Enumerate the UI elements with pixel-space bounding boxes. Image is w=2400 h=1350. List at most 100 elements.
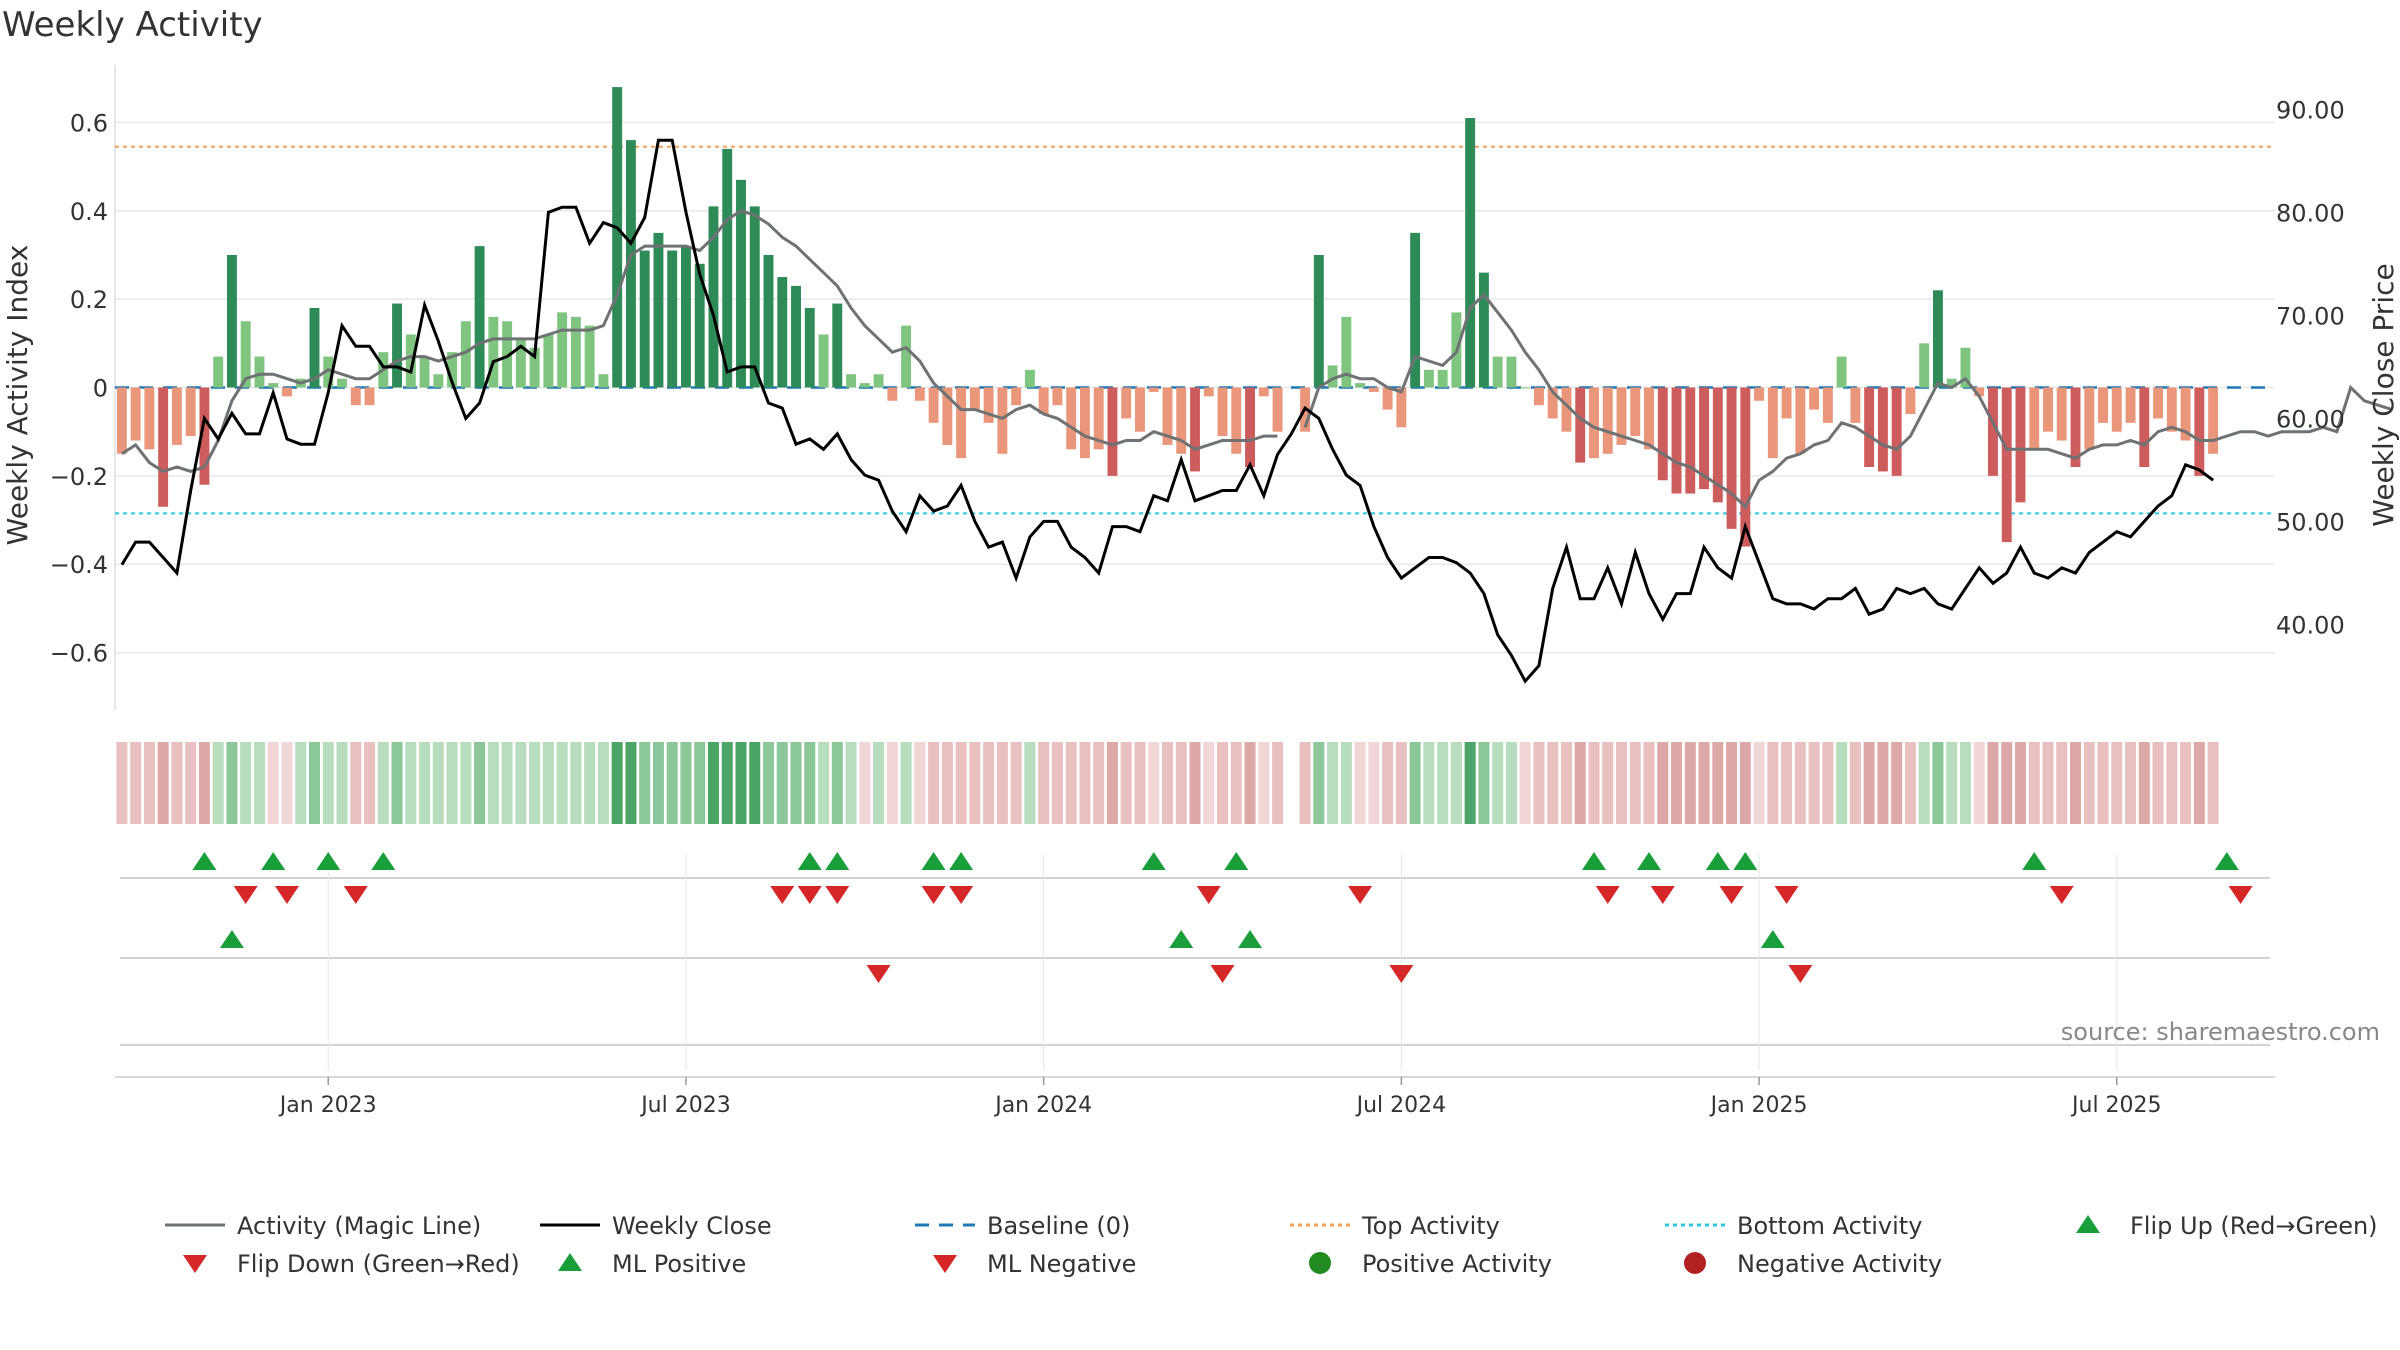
heat-cell [1038,742,1050,824]
activity-bar [804,307,815,388]
heat-cell [1464,742,1476,824]
heat-cell [542,742,554,824]
heat-cell [1148,742,1160,824]
activity-bar [515,338,526,388]
heat-cell [1726,742,1738,824]
ml-positive-marker [1760,930,1785,948]
heat-cell [1230,742,1242,824]
heat-cell [1368,742,1380,824]
heat-cell [969,742,981,824]
heat-cell [996,742,1008,824]
heat-cell [295,742,307,824]
activity-bar [2153,387,2164,419]
activity-bar [1644,387,1654,450]
heat-cell [1849,742,1861,824]
legend-label: Baseline (0) [987,1212,1130,1240]
signal-markers-panel [120,852,2270,1070]
legend-label: Bottom Activity [1737,1212,1922,1240]
heat-cell [1877,742,1889,824]
heat-cell [1354,742,1366,824]
heat-cell [1684,742,1696,824]
legend-swatch [1684,1252,1706,1274]
heat-cell [2125,742,2137,824]
activity-bar [1561,387,1572,432]
heat-cell [1079,742,1091,824]
activity-bar [2070,387,2081,468]
weekly-close-line [120,138,2214,684]
heat-cell [859,742,871,824]
heat-cell [1450,742,1462,824]
activity-bar [1396,387,1407,428]
heat-cell [2070,742,2082,824]
heat-cell [763,742,775,824]
ml-negative-marker [866,965,891,983]
activity-bar [1121,387,1132,419]
activity-bar [323,356,334,388]
activity-bar [722,148,733,388]
flip-down-marker [770,886,795,904]
activity-bar [1341,316,1352,388]
heat-cell [377,742,389,824]
heat-cell [529,742,541,824]
activity-bar [2180,387,2191,441]
activity-bar [1657,387,1668,481]
activity-bar [653,232,664,388]
heat-cell [1065,742,1077,824]
activity-bar [570,316,581,388]
x-axis: Jan 2023 Jul 2023 Jan 2024 Jul 2024 Jan 2025… [115,1076,2275,1118]
activity-bar [969,387,980,410]
activity-bar [1382,387,1393,410]
activity-bar [185,387,196,437]
activity-bar [474,246,485,388]
heat-cell [694,742,706,824]
heat-cell [1505,742,1517,824]
heat-cell [460,742,472,824]
activity-bar [1699,387,1709,490]
flip-down-marker [1595,886,1620,904]
heat-cell [2056,742,2068,824]
heat-cell [1698,742,1710,824]
activity-bar [749,206,760,388]
activity-bar [612,87,623,388]
activity-bar [405,334,416,388]
activity-bar [1190,387,1200,472]
heat-cell [1492,742,1504,824]
activity-bar [240,321,251,388]
legend-label: ML Negative [987,1250,1136,1278]
heat-cell [831,742,843,824]
activity-bar [832,303,843,388]
activity-bar [639,250,650,388]
heat-cell [666,742,678,824]
flip-up-marker [2214,852,2239,870]
activity-bar [1258,387,1269,397]
heat-cell [2111,742,2123,824]
heat-cell [873,742,885,824]
activity-bar [254,356,265,388]
heat-cell [941,742,953,824]
heat-cell [1918,742,1930,824]
heat-cell [556,742,568,824]
activity-bar [1011,387,1022,406]
flip-down-marker [1196,886,1221,904]
activity-bar [1877,387,1888,472]
ml-positive-marker [219,930,244,948]
activity-bar [625,140,636,388]
activity-bar [130,387,141,441]
activity-bar [433,374,444,388]
activity-bar [392,303,402,388]
activity-bar [1781,387,1792,419]
activity-bar [1712,387,1723,503]
flip-down-marker [274,886,299,904]
activity-bar [1671,387,1682,494]
legend-label: Flip Down (Green→Red) [237,1250,520,1278]
activity-bar [1327,365,1338,388]
heat-cell [1822,742,1834,824]
flip-down-marker [233,886,258,904]
heat-cell [1863,742,1875,824]
legend: Activity (Magic Line) Weekly Close Baselin… [165,1212,2378,1278]
activity-bar [956,387,967,459]
heat-cell [735,742,747,824]
activity-bar [2194,387,2205,476]
activity-bar [1135,387,1145,432]
flip-up-marker [316,852,341,870]
